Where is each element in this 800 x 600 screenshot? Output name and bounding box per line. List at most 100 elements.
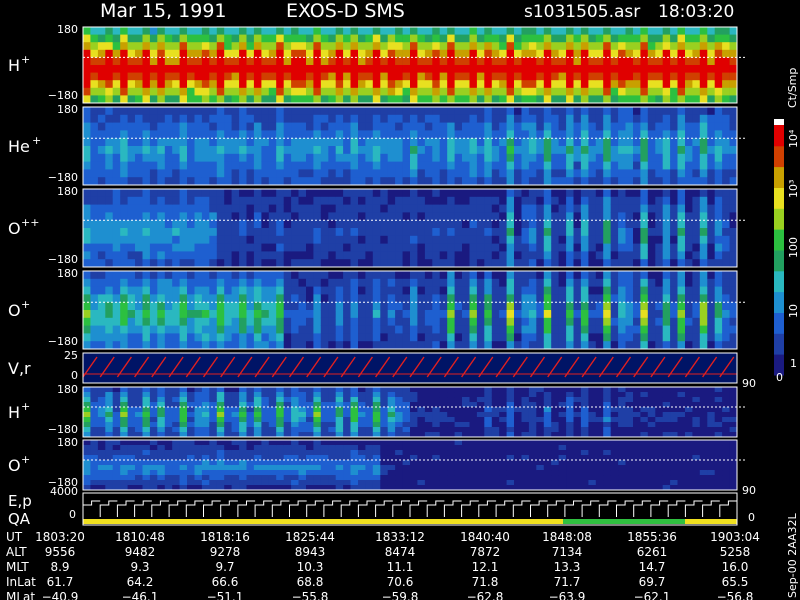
heatmap-cell bbox=[306, 341, 314, 350]
heatmap-cell bbox=[283, 397, 292, 403]
heatmap-cell bbox=[172, 412, 180, 418]
heatmap-cell bbox=[655, 333, 664, 342]
heatmap-cell bbox=[231, 177, 240, 186]
heatmap-cell bbox=[714, 317, 723, 326]
heatmap-cell bbox=[298, 470, 307, 476]
heatmap-cell bbox=[365, 286, 374, 295]
heatmap-cell bbox=[410, 271, 418, 280]
heatmap-cell bbox=[543, 57, 552, 66]
heatmap-cell bbox=[216, 259, 225, 268]
heatmap-cell bbox=[358, 325, 366, 334]
heatmap-cell bbox=[239, 412, 247, 418]
heatmap-cell bbox=[120, 402, 128, 408]
heatmap-cell bbox=[647, 302, 656, 311]
heatmap-cell bbox=[261, 130, 270, 139]
heatmap-cell bbox=[142, 95, 151, 104]
heatmap-cell bbox=[179, 427, 188, 433]
heatmap-cell bbox=[603, 235, 611, 244]
heatmap-cell bbox=[491, 294, 500, 303]
heatmap-cell bbox=[603, 392, 611, 398]
heatmap-cell bbox=[402, 177, 411, 186]
heatmap-cell bbox=[729, 169, 738, 178]
heatmap-cell bbox=[677, 65, 686, 73]
heatmap-cell bbox=[365, 480, 374, 486]
heatmap-cell bbox=[662, 57, 671, 66]
heatmap-cell bbox=[120, 34, 128, 43]
heatmap-cell bbox=[722, 107, 730, 116]
heatmap-cell bbox=[216, 440, 225, 446]
heatmap-cell bbox=[528, 325, 537, 334]
heatmap-cell bbox=[640, 122, 649, 131]
heatmap-cell bbox=[350, 189, 359, 198]
heatmap-cell bbox=[380, 196, 389, 205]
heatmap-cell bbox=[387, 392, 396, 398]
heatmap-cell bbox=[261, 317, 270, 326]
heatmap-cell bbox=[216, 445, 225, 451]
heatmap-cell bbox=[647, 49, 656, 58]
heatmap-cell bbox=[313, 107, 322, 116]
heatmap-cell bbox=[395, 177, 403, 186]
heatmap-cell bbox=[127, 450, 136, 456]
heatmap-cell bbox=[231, 204, 240, 213]
heatmap-cell bbox=[670, 146, 678, 155]
heatmap-cell bbox=[97, 196, 106, 205]
heatmap-cell bbox=[209, 161, 218, 170]
heatmap-cell bbox=[246, 480, 255, 486]
heatmap-cell bbox=[261, 95, 270, 104]
heatmap-cell bbox=[580, 196, 589, 205]
heatmap-cell bbox=[543, 397, 552, 403]
heatmap-cell bbox=[439, 251, 448, 260]
heatmap-cell bbox=[655, 387, 664, 393]
heatmap-cell bbox=[469, 130, 478, 139]
heatmap-cell bbox=[454, 235, 463, 244]
heatmap-cell bbox=[291, 302, 299, 311]
heatmap-cell bbox=[588, 130, 597, 139]
heatmap-cell bbox=[439, 402, 448, 408]
heatmap-cell bbox=[239, 407, 247, 413]
heatmap-cell bbox=[127, 169, 136, 178]
heatmap-cell bbox=[566, 27, 574, 35]
heatmap-cell bbox=[105, 204, 114, 213]
heatmap-cell bbox=[135, 259, 143, 268]
heatmap-cell bbox=[365, 107, 374, 116]
heatmap-cell bbox=[90, 196, 99, 205]
heatmap-cell bbox=[722, 49, 730, 58]
heatmap-cell bbox=[536, 243, 545, 252]
heatmap-cell bbox=[120, 80, 128, 89]
heatmap-cell bbox=[462, 325, 470, 334]
heatmap-cell bbox=[157, 80, 166, 89]
heatmap-cell bbox=[469, 465, 478, 471]
heatmap-cell bbox=[328, 57, 337, 66]
heatmap-cell bbox=[164, 455, 173, 461]
heatmap-cell bbox=[97, 460, 106, 466]
heatmap-cell bbox=[573, 325, 582, 334]
heatmap-cell bbox=[558, 259, 567, 268]
heatmap-cell bbox=[454, 65, 463, 73]
heatmap-cell bbox=[447, 235, 455, 244]
heatmap-cell bbox=[543, 122, 552, 131]
heatmap-cell bbox=[424, 480, 433, 486]
heatmap-cell bbox=[276, 235, 284, 244]
heatmap-cell bbox=[528, 422, 537, 428]
heatmap-cell bbox=[350, 34, 359, 43]
heatmap-cell bbox=[566, 286, 574, 295]
heatmap-cell bbox=[603, 34, 611, 43]
heatmap-cell bbox=[328, 95, 337, 104]
heatmap-cell bbox=[685, 65, 693, 73]
heatmap-cell bbox=[707, 402, 716, 408]
heatmap-cell bbox=[424, 72, 433, 81]
heatmap-cell bbox=[313, 402, 322, 408]
heatmap-cell bbox=[580, 417, 589, 423]
heatmap-cell bbox=[454, 57, 463, 66]
heatmap-cell bbox=[662, 138, 671, 147]
heatmap-cell bbox=[506, 169, 515, 178]
heatmap-cell bbox=[298, 80, 307, 89]
heatmap-cell bbox=[276, 278, 284, 287]
heatmap-cell bbox=[90, 341, 99, 350]
heatmap-cell bbox=[514, 402, 522, 408]
heatmap-cell bbox=[380, 286, 389, 295]
heatmap-cell bbox=[528, 412, 537, 418]
heatmap-cell bbox=[662, 220, 671, 229]
heatmap-cell bbox=[306, 212, 314, 221]
heatmap-cell bbox=[491, 65, 500, 73]
